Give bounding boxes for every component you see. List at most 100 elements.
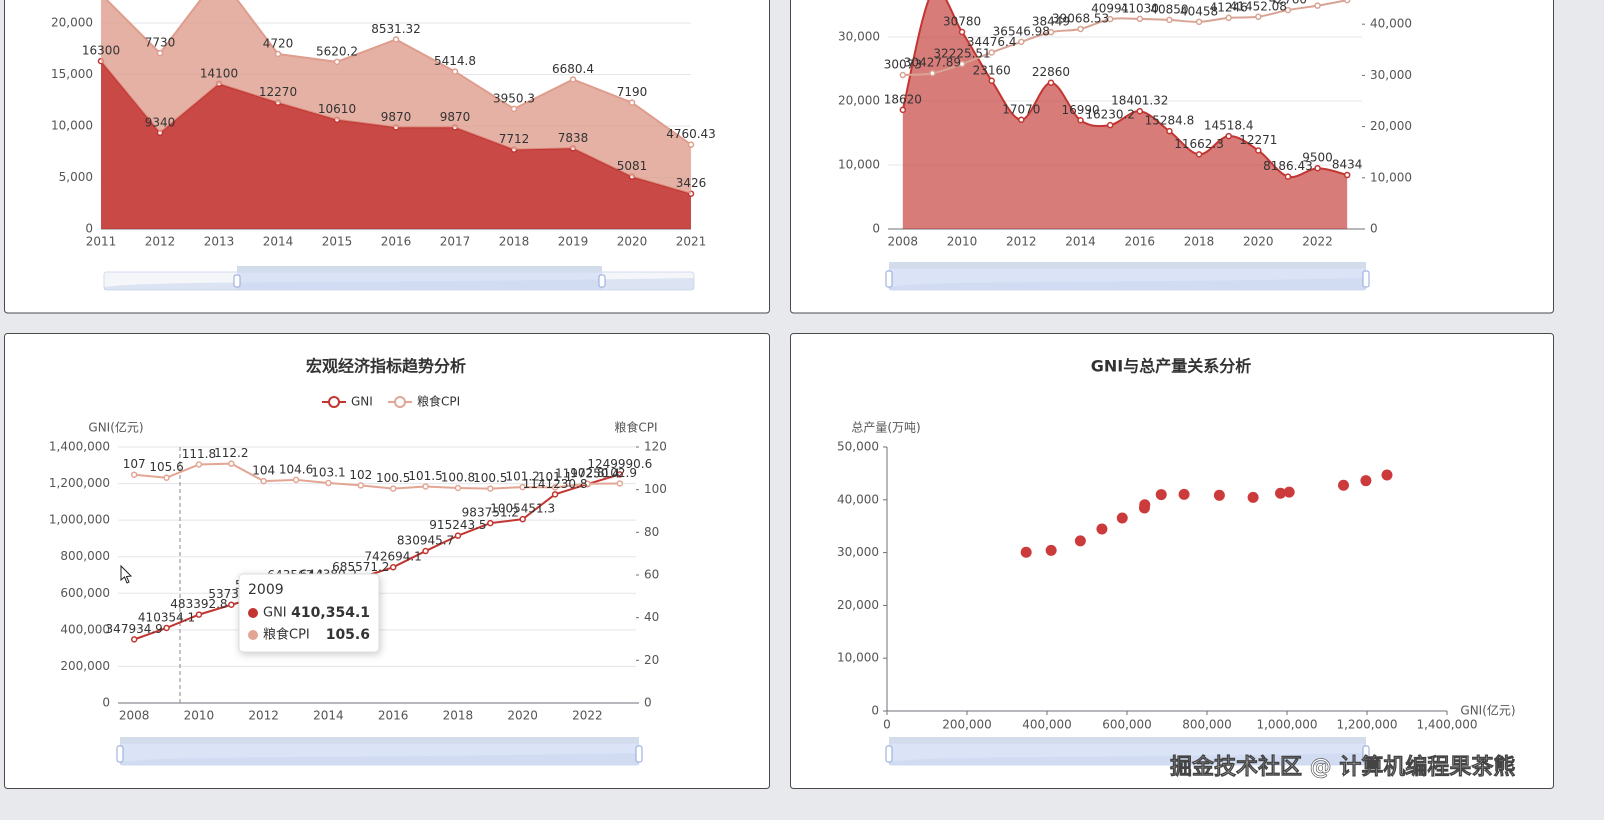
x-tick-label: 400,000: [1022, 718, 1072, 732]
data-label: 5414.8: [434, 54, 476, 68]
scatter-point: [1020, 546, 1032, 558]
data-zoom-handle[interactable]: [598, 274, 606, 288]
data-label: 1141230.8: [523, 477, 588, 491]
data-label: 410354.1: [138, 610, 195, 624]
point: [584, 480, 591, 487]
data-label: 483392.8: [170, 597, 227, 611]
tooltip-value: 410,354.1: [291, 605, 370, 621]
data-label: 12270: [259, 85, 297, 99]
point: [156, 49, 164, 57]
point: [616, 480, 624, 487]
y2-tick-label: 20,000: [1370, 119, 1412, 133]
scatter-point: [1247, 491, 1259, 503]
point: [1047, 79, 1055, 86]
y-tick-label: 5,000: [59, 170, 93, 184]
data-label: 7730: [145, 36, 176, 50]
data-zoom-window[interactable]: [889, 268, 1366, 290]
data-label: 102: [349, 468, 372, 482]
x-tick-label: 2010: [947, 235, 978, 249]
x-tick-label: 1,400,000: [1416, 718, 1477, 732]
area-fill: [902, 0, 1348, 229]
legend-icon[interactable]: [328, 396, 340, 408]
scatter-point: [1074, 535, 1086, 547]
data-label: 8186.43: [1263, 159, 1313, 173]
y2-tick-label: 20: [644, 653, 659, 667]
data-zoom-handle[interactable]: [635, 745, 643, 763]
data-zoom-handle[interactable]: [1362, 270, 1370, 288]
y-tick-label: 20,000: [838, 94, 880, 108]
x-tick-label: 2012: [248, 709, 279, 723]
point: [616, 471, 624, 478]
data-zoom-window[interactable]: [120, 743, 639, 765]
x-tick-label: 2013: [204, 235, 235, 249]
point: [1284, 173, 1292, 180]
data-label: 3426: [676, 176, 707, 190]
point: [274, 50, 282, 58]
data-zoom-handle[interactable]: [885, 270, 893, 288]
data-label: 983751.2: [462, 506, 519, 520]
data-zoom-handle[interactable]: [233, 274, 241, 288]
y-tick-label: 10,000: [838, 158, 880, 172]
point: [1195, 151, 1203, 158]
x-tick-label: 2012: [145, 235, 176, 249]
point: [1166, 127, 1173, 135]
watermark: 掘金技术社区 @ 计算机编程果茶熊: [1170, 754, 1515, 780]
y-tick-label: 20,000: [837, 598, 879, 612]
data-zoom-bar[interactable]: [889, 262, 1366, 268]
y-tick-label: 30,000: [837, 545, 879, 559]
x-tick-label: 2017: [440, 235, 471, 249]
point: [195, 611, 203, 618]
line: [902, 0, 1348, 77]
data-label: 40991: [1091, 2, 1129, 16]
data-label: 101.1: [538, 470, 572, 484]
data-label: 105.6: [149, 460, 183, 474]
point: [988, 77, 995, 85]
legend-icon[interactable]: [394, 396, 406, 408]
data-zoom-handle[interactable]: [116, 745, 124, 763]
data-label: 1005451.3: [490, 502, 555, 516]
data-label: 9500: [1302, 151, 1333, 165]
data-label: 100.8: [441, 470, 475, 484]
data-zoom-window[interactable]: [889, 743, 1366, 765]
data-zoom-handle[interactable]: [885, 745, 893, 763]
y2-tick-label: 10,000: [1370, 170, 1412, 184]
data-label: 22860: [1032, 65, 1070, 79]
chart-title: 宏观经济指标趋势分析: [306, 357, 466, 376]
y-tick-label: 0: [85, 222, 93, 236]
area-fill: [101, 0, 691, 194]
line: [134, 462, 620, 490]
point: [1166, 16, 1173, 24]
y-tick-label: 1,200,000: [49, 476, 110, 490]
data-zoom-bar[interactable]: [120, 737, 639, 743]
data-label: 100.5: [376, 471, 410, 485]
data-label: 34476.4: [967, 35, 1017, 49]
x-tick-label: 2016: [381, 235, 412, 249]
data-zoom-bar[interactable]: [237, 266, 602, 272]
data-label: 112.2: [214, 446, 248, 460]
data-label: 5081: [617, 159, 648, 173]
data-label: 103.1: [311, 466, 345, 480]
point: [163, 624, 170, 632]
y-axis-name: GNI(亿元): [88, 420, 143, 435]
data-zoom-bar[interactable]: [889, 737, 1366, 743]
legend-label[interactable]: 粮食CPI: [417, 394, 460, 409]
y-tick-label: 0: [871, 704, 879, 718]
x-tick-label: 2020: [1243, 235, 1274, 249]
data-label: 4720: [263, 37, 294, 51]
data-zoom-window[interactable]: [237, 272, 602, 290]
point: [1195, 18, 1203, 26]
data-label: 100.5: [473, 471, 507, 485]
point: [195, 461, 203, 468]
y-tick-label: 200,000: [60, 659, 110, 673]
data-label: 830945.7: [397, 534, 454, 548]
point: [1343, 0, 1351, 4]
point: [1314, 164, 1321, 172]
scatter-point: [1337, 479, 1349, 491]
data-zoom-handle[interactable]: [1362, 745, 1370, 763]
legend-label[interactable]: GNI: [351, 395, 373, 409]
scatter-point: [1045, 544, 1057, 556]
data-label: 43620: [1298, 0, 1336, 2]
point: [422, 547, 429, 555]
point: [357, 482, 365, 489]
